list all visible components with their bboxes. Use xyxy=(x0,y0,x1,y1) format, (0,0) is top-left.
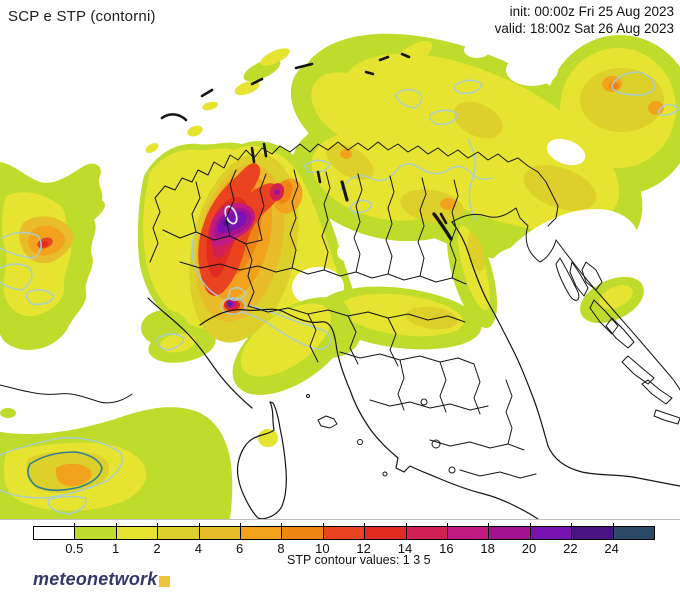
scale-segment xyxy=(405,523,448,539)
scale-segment xyxy=(364,523,406,539)
scale-tick-label: 18 xyxy=(480,541,495,556)
scale-segment xyxy=(529,523,572,539)
scale-tick-label: 0.5 xyxy=(65,541,84,556)
lakes-layer xyxy=(160,52,453,241)
scale-tick-label: 14 xyxy=(397,541,413,556)
scp-fill-layer xyxy=(0,33,680,519)
croatia-coast xyxy=(555,239,680,391)
scale-tick-label: 6 xyxy=(236,541,244,556)
stp-contour-layer xyxy=(0,71,679,515)
meteonetwork-logo: meteonetwork xyxy=(33,569,171,589)
adriatic-coast xyxy=(451,221,680,487)
init-time: init: 00:00z Fri 25 Aug 2023 xyxy=(509,4,674,19)
page-title: SCP e STP (contorni) xyxy=(8,8,156,25)
elba-outline xyxy=(317,415,338,429)
riviera-coast xyxy=(147,297,253,409)
logo-square-icon xyxy=(159,576,171,587)
alps-border xyxy=(149,141,559,263)
scale-segment xyxy=(240,523,282,539)
scale-tick-label: 4 xyxy=(194,541,202,556)
scale-tick-label: 24 xyxy=(604,541,619,556)
scale-tick-label: 2 xyxy=(153,541,161,556)
gulf-of-lion-coast xyxy=(0,384,133,404)
scale-tick-label: 22 xyxy=(563,541,578,556)
scale-tick-label: 20 xyxy=(521,541,537,556)
scale-tick-label: 10 xyxy=(315,541,330,556)
italy-west-coast xyxy=(199,308,539,520)
color-scale-tick-labels: 0.5 1 2 4 6 8 10 12 14 16 18 20 22 24 xyxy=(33,541,653,557)
scale-tick-label: 16 xyxy=(439,541,454,556)
scale-segment xyxy=(157,523,199,539)
venice-friuli-coast xyxy=(451,207,557,263)
border-layer xyxy=(0,141,680,520)
scp-color-scale xyxy=(33,523,655,540)
scale-tick-label: 12 xyxy=(356,541,371,556)
scale-segment xyxy=(115,523,158,539)
scale-segment xyxy=(74,523,116,539)
scale-segment xyxy=(447,523,489,539)
scale-segment xyxy=(612,523,655,539)
scale-segment xyxy=(571,523,613,539)
run-metadata: init: 00:00z Fri 25 Aug 2023 valid: 18:0… xyxy=(495,3,674,37)
scale-segment xyxy=(488,523,530,539)
scale-tick-label: 8 xyxy=(277,541,285,556)
scale-tick-label: 1 xyxy=(112,541,120,556)
stp-contour-note: STP contour values: 1 3 5 xyxy=(287,553,431,567)
scale-segment xyxy=(34,527,75,539)
corsica-outline xyxy=(236,401,287,520)
scale-segment xyxy=(322,523,365,539)
logo-text: meteonetwork xyxy=(33,569,158,589)
valid-time: valid: 18:00z Sat 26 Aug 2023 xyxy=(494,21,674,36)
scale-segment xyxy=(281,523,323,539)
scale-segment xyxy=(198,523,241,539)
